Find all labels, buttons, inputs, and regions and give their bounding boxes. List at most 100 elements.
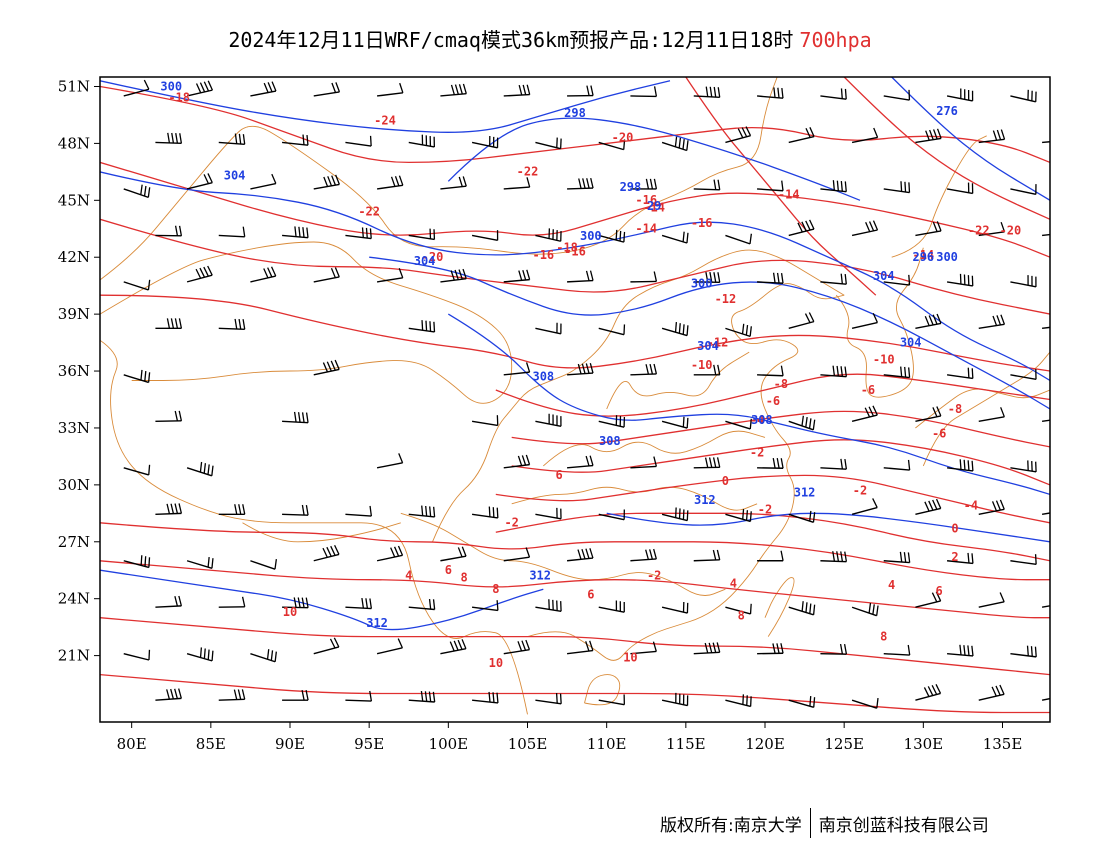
boundary-line: [584, 674, 621, 706]
wind-barb: [503, 639, 531, 655]
temperature-label: -14: [635, 222, 657, 236]
temperature-label: 6: [445, 563, 452, 577]
lon-tick-label: 90E: [275, 735, 305, 753]
lon-tick-label: 115E: [666, 735, 706, 753]
wind-barb: [186, 265, 213, 283]
boundary-line: [100, 241, 513, 404]
wind-barb: [186, 461, 214, 477]
height-label: 308: [599, 434, 621, 448]
wind-barb: [408, 598, 436, 611]
pressure-level-label: 700hpa: [799, 28, 872, 52]
wind-barb: [313, 544, 340, 562]
wind-barb: [946, 367, 974, 380]
height-contour: [447, 313, 1050, 496]
temperature-label: -20: [612, 131, 634, 145]
wind-barb: [883, 551, 911, 564]
wind-barb: [567, 85, 594, 97]
wind-barb: [978, 221, 1006, 237]
wind-barb: [661, 601, 689, 614]
wind-barb: [820, 365, 847, 378]
wind-barb: [1010, 554, 1037, 566]
lat-tick-label: 24N: [58, 590, 90, 608]
height-contour: [100, 80, 671, 133]
temperature-label: -20: [1000, 223, 1022, 237]
wind-barb: [471, 230, 499, 242]
wind-barb: [440, 83, 467, 97]
wind-barb: [598, 694, 626, 706]
wind-barb: [693, 457, 721, 469]
wind-barb: [155, 595, 183, 608]
temperature-label: -16: [532, 248, 554, 262]
wind-barb: [851, 220, 879, 237]
contour-labels: -18-24-22-20-22-16-14-16-18-20-14-16-14-…: [160, 79, 1021, 670]
lon-tick-label: 130E: [904, 735, 944, 753]
boundary-line: [511, 486, 758, 511]
wind-barb: [567, 363, 594, 376]
wind-barb: [376, 175, 404, 190]
wind-barb: [598, 324, 626, 336]
wind-barb: [566, 640, 594, 655]
wind-barb: [1041, 605, 1050, 608]
wind-barb: [155, 318, 183, 330]
lat-tick-label: 30N: [58, 476, 90, 494]
temperature-isotherm: [100, 218, 1050, 315]
wind-barb: [598, 139, 626, 151]
wind-barb: [186, 173, 213, 190]
wind-barb: [345, 505, 372, 517]
wind-barb: [471, 600, 499, 612]
wind-barb: [693, 642, 721, 655]
temperature-isotherm: [511, 439, 1050, 486]
wind-barb: [1042, 233, 1050, 237]
wind-barb: [218, 689, 246, 701]
wind-barb: [123, 369, 151, 384]
temperature-isotherm: [100, 560, 1050, 619]
temperature-label: -10: [691, 358, 713, 372]
temperature-label: -6: [932, 426, 946, 440]
wind-barb: [598, 600, 625, 613]
wind-barb: [757, 87, 784, 99]
boundary-line: [527, 283, 845, 661]
temperature-label: -8: [774, 377, 788, 391]
wind-barb: [725, 694, 752, 708]
footer-divider: [809, 808, 811, 838]
wind-barb: [123, 279, 151, 291]
temperature-contours: [100, 77, 1050, 714]
company-text: 南京创蓝科技有限公司: [818, 815, 989, 836]
province-boundaries: [100, 77, 1050, 715]
wind-barb: [757, 643, 784, 655]
wind-barb: [282, 690, 309, 701]
wind-barb: [883, 181, 911, 194]
boundary-line: [764, 577, 795, 637]
wind-barb: [1041, 326, 1050, 330]
wind-barb: [250, 173, 277, 190]
height-label: 304: [873, 269, 895, 283]
temperature-label: -14: [912, 248, 934, 262]
wind-barb: [661, 231, 689, 244]
wind-barb: [883, 274, 911, 286]
wind-barb: [661, 692, 689, 707]
wind-barb: [757, 365, 784, 377]
map-title: 2024年12月11日WRF/cmaq模式36km预报产品:12月11日18时 7…: [0, 24, 1100, 53]
wind-barb: [978, 407, 1005, 423]
temperature-label: -2: [758, 502, 772, 516]
wind-barb: [630, 271, 658, 283]
wind-barb: [946, 182, 974, 195]
height-label: 300: [160, 79, 182, 93]
height-label: 300: [936, 250, 958, 264]
wind-barb: [851, 405, 878, 422]
lat-tick-label: 42N: [58, 248, 90, 266]
wind-barb: [1041, 419, 1050, 423]
wind-barb: [788, 127, 815, 144]
wind-barb: [851, 127, 879, 144]
wind-barb: [1041, 697, 1050, 701]
wind-barb: [757, 180, 784, 192]
wind-barb: [440, 546, 467, 562]
wind-barb: [471, 415, 499, 427]
lon-tick-label: 105E: [508, 735, 548, 753]
lat-tick-label: 21N: [58, 647, 90, 665]
temperature-label: 8: [738, 609, 745, 623]
wind-barb: [851, 312, 879, 330]
longitude-axis: 80E 85E 90E 95E 100E 105E 110E 115E 120E 125E 130E…: [117, 722, 1022, 753]
wind-barb: [788, 219, 815, 237]
